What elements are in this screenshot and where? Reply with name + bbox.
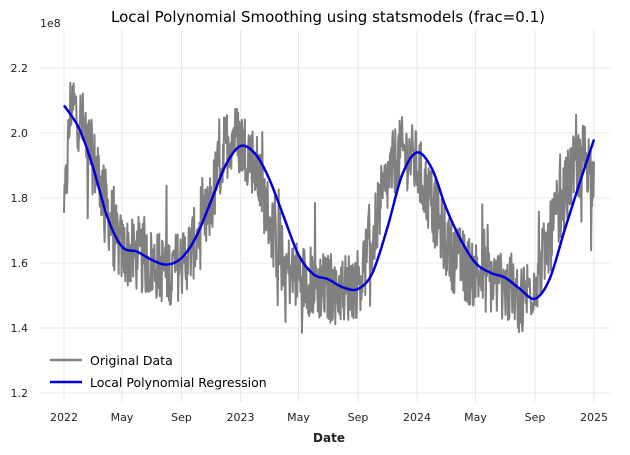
y-tick-label: 1.2: [11, 387, 29, 400]
legend: Original Data Local Polynomial Regressio…: [50, 353, 267, 390]
legend-label-smooth: Local Polynomial Regression: [90, 375, 267, 390]
x-tick-label: May: [111, 411, 134, 424]
y-tick-label: 2.2: [11, 62, 29, 75]
chart-title: Local Polynomial Smoothing using statsmo…: [111, 8, 545, 26]
x-tick-label: Sep: [525, 411, 546, 424]
y-offset-label: 1e8: [40, 17, 61, 30]
x-tick-label: 2024: [403, 411, 431, 424]
y-tick-label: 1.8: [11, 192, 29, 205]
x-tick-label: 2023: [227, 411, 255, 424]
y-tick-label: 2.0: [11, 127, 29, 140]
series-local-polynomial-regression: [62, 104, 596, 301]
series-original-data: [63, 81, 595, 334]
grid: [40, 30, 610, 402]
y-tick-label: 1.4: [11, 322, 29, 335]
tick-labels: 1.2 1.4 1.6 1.8 2.0 2.2 2022 May Sep 2023 May Sep 20…: [11, 62, 609, 424]
x-tick-label: 2022: [50, 411, 78, 424]
y-tick-label: 1.6: [11, 257, 29, 270]
legend-label-original: Original Data: [90, 353, 173, 368]
x-tick-label: Sep: [171, 411, 192, 424]
x-tick-label: 2025: [580, 411, 608, 424]
x-axis-label: Date: [313, 431, 345, 445]
x-tick-label: Sep: [348, 411, 369, 424]
series-layer: [62, 81, 596, 334]
x-tick-label: May: [287, 411, 310, 424]
x-tick-label: May: [464, 411, 487, 424]
